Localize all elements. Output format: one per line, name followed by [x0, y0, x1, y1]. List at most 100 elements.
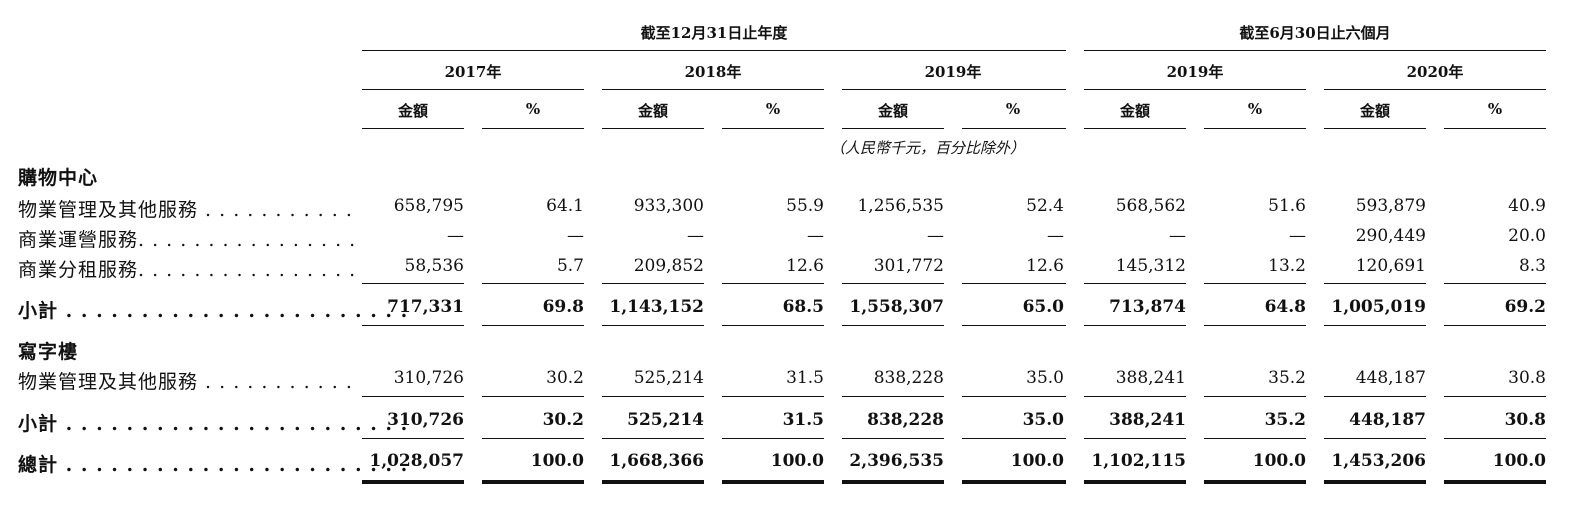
subtotal-rule [602, 283, 704, 284]
cell: 1,256,535 [857, 196, 944, 216]
cell: 301,772 [873, 256, 944, 276]
cell: 145,312 [1115, 256, 1186, 276]
subtotal-rule [482, 396, 584, 397]
col-percent: % [1247, 100, 1263, 118]
cell: 388,241 [1115, 368, 1186, 388]
total-cell: 1,453,206 [1331, 451, 1426, 471]
subtotal-cell: 35.0 [1022, 410, 1064, 430]
total-cell: 100.0 [770, 451, 824, 471]
unit-note: （人民幣千元，百分比除外） [830, 139, 1026, 157]
row-label: 商業運營服務. . . . . . . . . . . . . . . . [18, 229, 357, 251]
cell: 120,691 [1355, 256, 1426, 276]
col-rule [1324, 128, 1426, 129]
subtotal-label: 小計 . . . . . . . . . . . . . . . . . . .… [18, 413, 409, 435]
subtotal-rule [1324, 283, 1426, 284]
period-rule [362, 89, 584, 90]
subtotal-under-rule [962, 325, 1066, 326]
subtotal-under-rule [362, 325, 464, 326]
period-2020-half: 2020年 [1406, 63, 1464, 81]
subtotal-rule [962, 283, 1066, 284]
total-cell: 100.0 [1252, 451, 1306, 471]
cell: 52.4 [1026, 196, 1064, 216]
cell: — [567, 226, 584, 246]
subtotal-under-rule [722, 438, 824, 439]
total-cell: 100.0 [530, 451, 584, 471]
row-label: 物業管理及其他服務 . . . . . . . . . . . [18, 371, 353, 393]
cell: 30.8 [1508, 368, 1546, 388]
col-rule [362, 128, 464, 129]
col-amount: 金額 [1119, 102, 1150, 120]
subtotal-rule [362, 396, 464, 397]
cell: 5.7 [556, 256, 584, 276]
total-double-rule [1204, 480, 1306, 484]
subtotal-rule [1444, 283, 1546, 284]
col-amount: 金額 [637, 102, 668, 120]
cell: 933,300 [633, 196, 704, 216]
subtotal-cell: 717,331 [387, 297, 464, 317]
subtotal-under-rule [842, 325, 944, 326]
cell: 51.6 [1268, 196, 1306, 216]
col-rule [1084, 128, 1186, 129]
subtotal-under-rule [1084, 438, 1186, 439]
total-label: 總計 . . . . . . . . . . . . . . . . . . .… [18, 454, 409, 476]
subtotal-cell: 1,143,152 [609, 297, 704, 317]
subtotal-rule [362, 283, 464, 284]
period-rule [1084, 89, 1306, 90]
total-double-rule [1444, 480, 1546, 484]
subtotal-cell: 31.5 [782, 410, 824, 430]
subtotal-rule [1204, 396, 1306, 397]
total-double-rule [362, 480, 464, 484]
col-rule [1444, 128, 1546, 129]
subtotal-under-rule [1324, 438, 1426, 439]
cell: — [447, 226, 464, 246]
total-cell: 1,668,366 [609, 451, 704, 471]
cell: 209,852 [633, 256, 704, 276]
cell: — [807, 226, 824, 246]
subtotal-cell: 1,558,307 [849, 297, 944, 317]
section-title-office: 寫字樓 [18, 341, 79, 363]
total-double-rule [1324, 480, 1426, 484]
subtotal-rule [1084, 283, 1186, 284]
period-rule [602, 89, 824, 90]
cell: 13.2 [1268, 256, 1306, 276]
subtotal-rule [842, 283, 944, 284]
subtotal-cell: 64.8 [1264, 297, 1306, 317]
col-rule [602, 128, 704, 129]
col-rule [1204, 128, 1306, 129]
cell: 8.3 [1518, 256, 1546, 276]
cell: 568,562 [1115, 196, 1186, 216]
cell: 838,228 [873, 368, 944, 388]
subtotal-under-rule [1204, 325, 1306, 326]
cell: 35.0 [1026, 368, 1064, 388]
subtotal-under-rule [482, 325, 584, 326]
subtotal-under-rule [1444, 438, 1546, 439]
cell: 30.2 [546, 368, 584, 388]
subtotal-under-rule [962, 438, 1066, 439]
subtotal-label: 小計 . . . . . . . . . . . . . . . . . . .… [18, 300, 409, 322]
subtotal-cell: 525,214 [627, 410, 704, 430]
col-amount: 金額 [877, 102, 908, 120]
col-rule [962, 128, 1066, 129]
cell: — [687, 226, 704, 246]
subtotal-cell: 713,874 [1109, 297, 1186, 317]
subtotal-cell: 388,241 [1109, 410, 1186, 430]
subtotal-cell: 30.2 [542, 410, 584, 430]
col-rule [842, 128, 944, 129]
col-rule [482, 128, 584, 129]
cell: 12.6 [786, 256, 824, 276]
subtotal-under-rule [602, 438, 704, 439]
subtotal-rule [1444, 396, 1546, 397]
period-2018: 2018年 [684, 63, 742, 81]
subtotal-cell: 448,187 [1349, 410, 1426, 430]
cell: 31.5 [786, 368, 824, 388]
total-double-rule [842, 480, 944, 484]
subtotal-cell: 69.2 [1504, 297, 1546, 317]
subtotal-under-rule [842, 438, 944, 439]
col-percent: % [1005, 100, 1021, 118]
subtotal-cell: 1,005,019 [1331, 297, 1426, 317]
subtotal-under-rule [722, 325, 824, 326]
cell: 35.2 [1268, 368, 1306, 388]
total-cell: 1,028,057 [369, 451, 464, 471]
total-cell: 1,102,115 [1091, 451, 1186, 471]
subtotal-rule [482, 283, 584, 284]
